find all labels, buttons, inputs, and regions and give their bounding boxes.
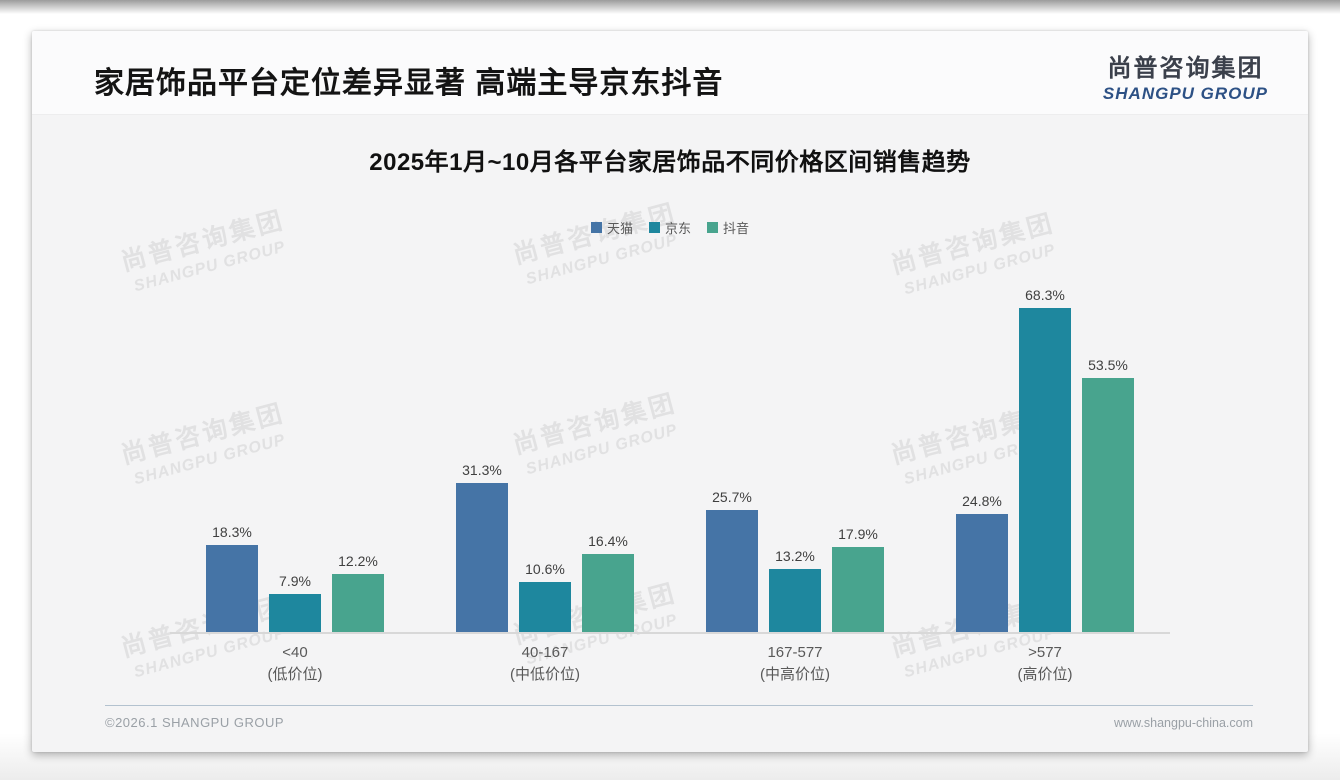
bar-value-label: 13.2% [775,548,815,565]
category-label: 167-577 (中高价位) [670,642,920,686]
bar-group: 24.8% 68.3% 53.5% [920,287,1170,632]
bar-value-label: 24.8% [962,493,1002,510]
bar-value-label: 31.3% [462,462,502,479]
logo-chinese-name: 尚普咨询集团 [1107,54,1264,82]
slide-header: 家居饰品平台定位差异显著 高端主导京东抖音 尚普咨询集团 SHANGPU GRO… [32,31,1308,115]
category-label: <40 (低价位) [170,642,420,686]
slide-footer: ©2026.1 SHANGPU GROUP www.shangpu-china.… [105,705,1253,730]
legend-item: 天猫 [590,218,633,237]
bar-1 [582,554,634,632]
category-range: 40-167 [521,644,569,661]
bar-3 [1019,307,1071,632]
category-tier: (中低价位) [510,666,580,683]
category-range: 167-577 [767,644,823,661]
bar-column: 31.3% [456,462,508,632]
category-tier: (低价位) [267,666,323,683]
x-axis-category-labels: <40 (低价位) 40-167 (中低价位) 167-577 (中高价位) >577 (高价… [170,634,1170,686]
category-tier: (中高价位) [760,666,830,683]
bar-value-label: 12.2% [338,553,378,570]
bar-value-label: 17.9% [838,525,878,542]
bar-0 [206,545,258,632]
bar-column: 13.2% [769,548,821,632]
bar-0 [332,574,384,632]
bar-column: 18.3% [206,524,258,632]
legend-item: 京东 [648,218,691,237]
bar-group: 18.3% 7.9% 12.2% [170,524,420,632]
legend-label: 天猫 [606,221,633,236]
bar-group: 25.7% 13.2% 17.9% [670,489,920,632]
bar-column: 68.3% [1019,287,1071,632]
bar-column: 24.8% [956,493,1008,632]
slide-card: 尚普咨询集团 SHANGPU GROUP 尚普咨询集团 SHANGPU GROUP 尚普… [32,31,1308,752]
category-label: 40-167 (中低价位) [420,642,670,686]
plot-bars-row: 18.3% 7.9% 12.2% 31.3% 10.6% 16.4% 25.7% 13.2% 1… [170,284,1170,634]
bar-column: 7.9% [269,573,321,632]
bar-column: 17.9% [832,526,884,632]
bar-3 [956,514,1008,632]
category-range: >577 [1028,644,1062,661]
category-label: >577 (高价位) [920,642,1170,686]
legend-label: 京东 [664,221,691,236]
legend-item: 抖音 [707,218,749,237]
bar-2 [832,546,884,632]
bar-value-label: 25.7% [712,488,752,505]
bar-2 [769,569,821,632]
legend-label: 抖音 [723,221,750,236]
bar-column: 12.2% [332,553,384,632]
bar-1 [456,483,508,632]
chart-legend: 天猫 京东 抖音 [32,218,1308,237]
chart-area: 2025年1月~10月各平台家居饰品不同价格区间销售趋势 天猫 京东 抖音 18.3… [32,115,1308,686]
bar-column: 53.5% [1082,357,1134,632]
window-top-shadow [0,0,1340,14]
bar-plot: 18.3% 7.9% 12.2% 31.3% 10.6% 16.4% 25.7% 13.2% 1… [170,284,1170,686]
bar-value-label: 53.5% [1088,356,1128,373]
bar-0 [269,594,321,632]
company-logo: 尚普咨询集团 SHANGPU GROUP [1103,48,1268,104]
category-tier: (高价位) [1017,666,1073,683]
bar-column: 10.6% [519,561,571,632]
bar-value-label: 68.3% [1025,286,1065,303]
logo-english-name: SHANGPU GROUP [1102,83,1268,103]
bar-value-label: 16.4% [588,533,628,550]
category-range: <40 [282,644,308,661]
bar-value-label: 7.9% [279,573,311,590]
website-url: www.shangpu-china.com [1114,716,1253,730]
bar-3 [1082,377,1134,632]
legend-swatch [648,222,660,233]
bar-value-label: 10.6% [525,560,565,577]
legend-swatch [590,222,602,233]
copyright-text: ©2026.1 SHANGPU GROUP [105,715,285,730]
legend-swatch [707,222,718,233]
slide-title: 家居饰品平台定位差异显著 高端主导京东抖音 [94,66,724,100]
bar-column: 16.4% [582,533,634,632]
bar-2 [706,509,758,632]
chart-title: 2025年1月~10月各平台家居饰品不同价格区间销售趋势 [369,149,971,176]
bar-column: 25.7% [706,489,758,632]
bar-group: 31.3% 10.6% 16.4% [420,462,670,632]
bar-1 [519,581,571,632]
bar-value-label: 18.3% [212,524,252,541]
